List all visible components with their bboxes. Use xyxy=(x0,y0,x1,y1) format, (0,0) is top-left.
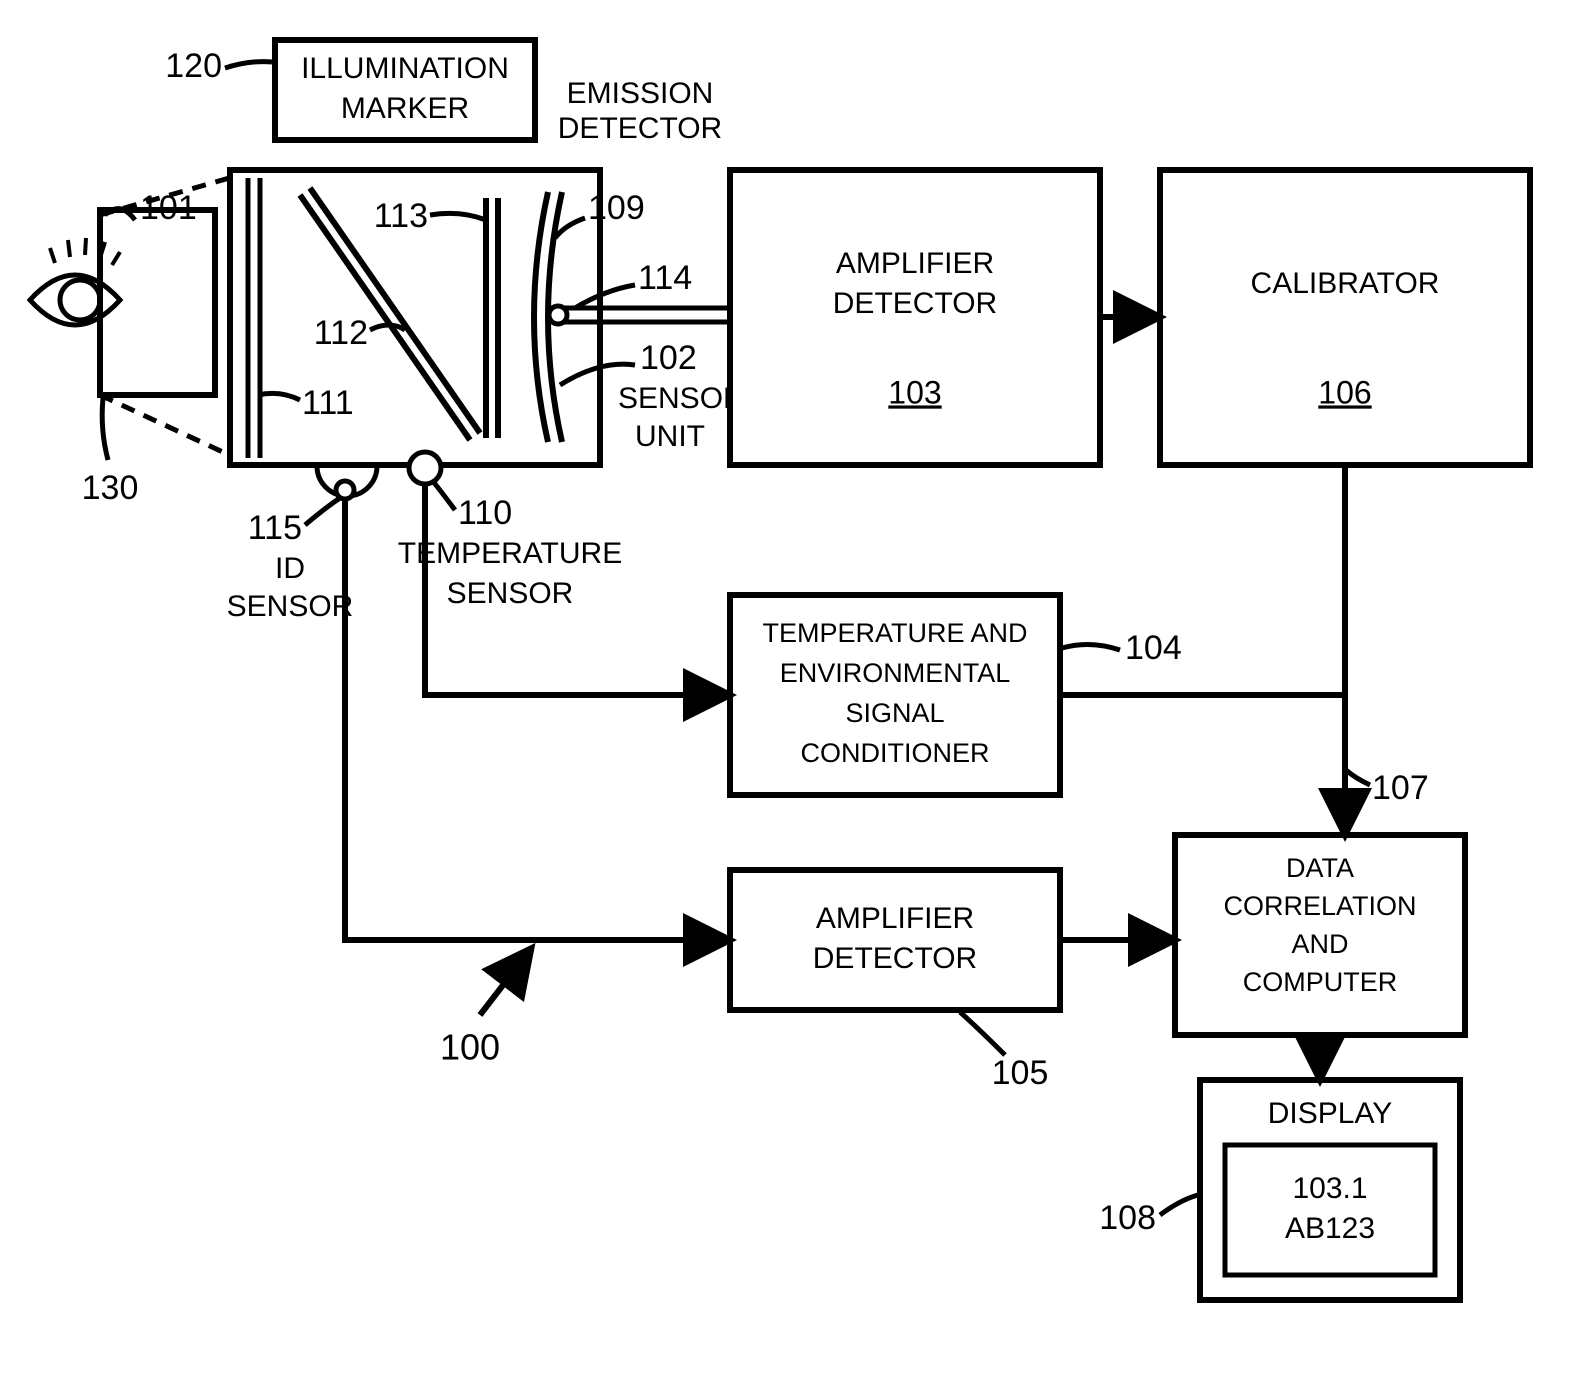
ref-115: 115 xyxy=(248,509,302,547)
ref-102c: UNIT xyxy=(635,420,705,453)
temperature-sensor-node xyxy=(409,452,441,484)
svg-text:103: 103 xyxy=(888,374,941,410)
calibrator-block: CALIBRATOR 106 xyxy=(1160,170,1530,465)
detector-dot xyxy=(549,306,567,324)
svg-text:AB123: AB123 xyxy=(1285,1212,1375,1245)
projection-bottom xyxy=(100,395,240,460)
ref-111: 111 xyxy=(302,384,354,422)
ref-120: 120 xyxy=(165,47,222,85)
svg-text:CALIBRATOR: CALIBRATOR xyxy=(1251,267,1440,300)
illumination-marker-label-2: MARKER xyxy=(341,92,469,125)
data-correlation-block: DATA CORRELATION AND COMPUTER xyxy=(1175,835,1465,1035)
svg-text:103.1: 103.1 xyxy=(1292,1172,1367,1205)
svg-text:CORRELATION: CORRELATION xyxy=(1223,891,1416,921)
ref-101: 101 xyxy=(140,189,197,227)
svg-text:AMPLIFIER: AMPLIFIER xyxy=(816,902,974,935)
amplifier-detector-block: AMPLIFIER DETECTOR 103 xyxy=(730,170,1100,465)
svg-text:TEMPERATURE AND: TEMPERATURE AND xyxy=(762,618,1027,648)
ref-100: 100 xyxy=(440,1027,500,1068)
svg-text:AND: AND xyxy=(1291,929,1348,959)
svg-text:COMPUTER: COMPUTER xyxy=(1243,967,1398,997)
arrow-100 xyxy=(480,950,530,1015)
svg-text:SIGNAL: SIGNAL xyxy=(845,698,944,728)
svg-text:106: 106 xyxy=(1318,374,1371,410)
leader-130 xyxy=(102,398,108,460)
ref-110b: TEMPERATURE xyxy=(398,537,622,570)
display-block: DISPLAY 103.1 AB123 xyxy=(1200,1080,1460,1300)
svg-text:DETECTOR: DETECTOR xyxy=(813,942,977,975)
ref-130: 130 xyxy=(82,469,139,507)
svg-text:AMPLIFIER: AMPLIFIER xyxy=(836,247,994,280)
illumination-marker-label-1: ILLUMINATION xyxy=(301,52,509,85)
ref-113: 113 xyxy=(374,197,428,235)
emission-label-2: DETECTOR xyxy=(558,112,722,145)
ref-110: 110 xyxy=(458,494,512,532)
ref-110c: SENSOR xyxy=(447,577,574,610)
ref-108: 108 xyxy=(1099,1199,1156,1237)
svg-text:ENVIRONMENTAL: ENVIRONMENTAL xyxy=(780,658,1011,688)
ref-104: 104 xyxy=(1125,629,1182,667)
diagram-root: ILLUMINATION MARKER 120 101 130 xyxy=(0,0,1591,1400)
ref-114: 114 xyxy=(638,259,692,297)
ref-107: 107 xyxy=(1372,769,1429,807)
ref-109: 109 xyxy=(588,189,645,227)
svg-text:DISPLAY: DISPLAY xyxy=(1268,1097,1393,1130)
leader-120 xyxy=(225,62,272,68)
svg-text:DATA: DATA xyxy=(1286,853,1354,883)
ref-115c: SENSOR xyxy=(227,590,354,623)
svg-text:CONDITIONER: CONDITIONER xyxy=(801,738,990,768)
illumination-marker-block: ILLUMINATION MARKER xyxy=(275,40,535,140)
temp-conditioner-block: TEMPERATURE AND ENVIRONMENTAL SIGNAL CON… xyxy=(730,595,1060,795)
emission-label-1: EMISSION xyxy=(567,77,714,110)
eye-block xyxy=(30,210,215,395)
svg-text:DETECTOR: DETECTOR xyxy=(833,287,997,320)
ref-102b: SENSOR xyxy=(618,382,745,415)
ref-105: 105 xyxy=(992,1054,1049,1092)
amplifier-detector2-block: AMPLIFIER DETECTOR xyxy=(730,870,1060,1010)
ref-112: 112 xyxy=(314,314,368,352)
ref-102: 102 xyxy=(640,339,697,377)
ref-115b: ID xyxy=(275,552,305,585)
